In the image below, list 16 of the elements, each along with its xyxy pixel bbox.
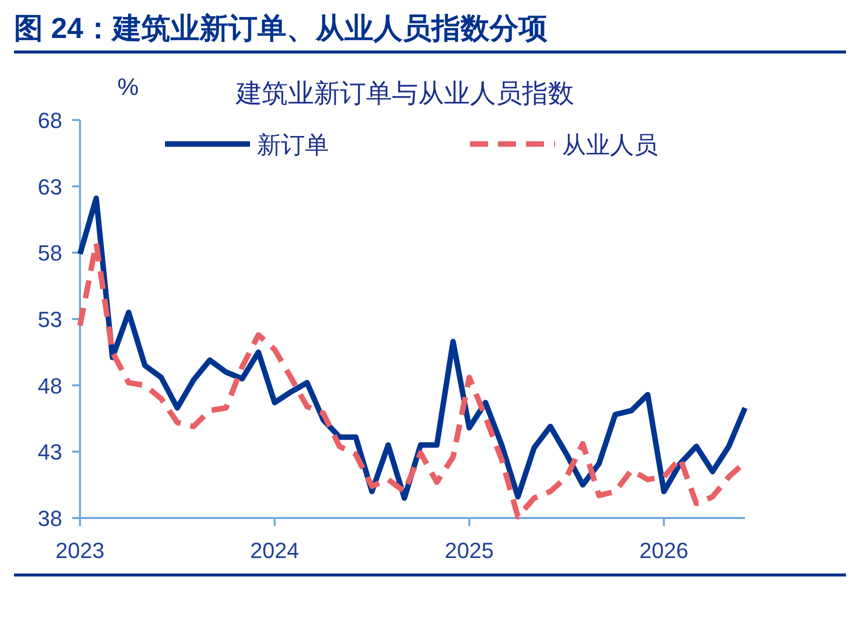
title: 图 24：建筑业新订单、从业人员指数分项 <box>14 13 548 45</box>
y-tick-label: 68 <box>38 108 62 133</box>
x-tick-label: 2023 <box>56 538 104 563</box>
y-tick-label: 43 <box>38 440 62 465</box>
subtitle: 建筑业新订单与从业人员指数 <box>236 78 574 108</box>
legend-label: 从业人员 <box>562 132 658 159</box>
y-tick-label: 48 <box>38 373 62 398</box>
y-tick-label: 63 <box>38 174 62 200</box>
y-tick-label: 58 <box>38 240 62 266</box>
x-tick-label: 2026 <box>639 538 688 563</box>
y-tick-label: 53 <box>38 307 62 332</box>
ylabel: % <box>117 74 139 101</box>
legend-label: 新订单 <box>257 132 329 159</box>
x-tick-label: 2025 <box>444 538 494 563</box>
y-tick-label: 38 <box>38 506 62 531</box>
x-tick-label: 2024 <box>250 538 300 563</box>
